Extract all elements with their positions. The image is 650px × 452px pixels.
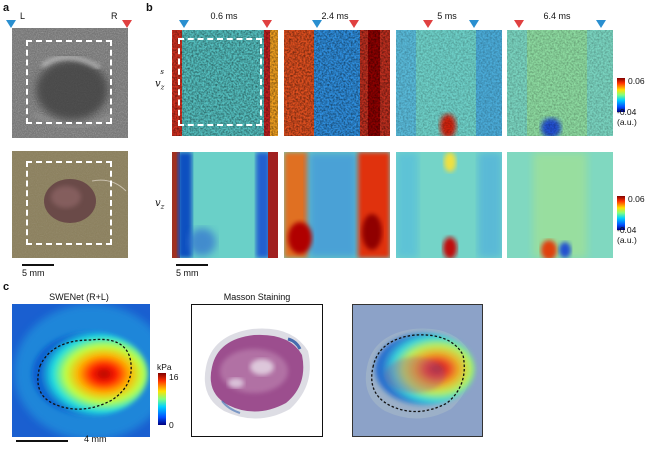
time-label-0: 0.6 ms [210,11,238,21]
time-label-3: 6.4 ms [543,11,571,21]
colorbar-kpa [158,373,166,425]
push-marker-red [349,20,359,28]
time-label-1: 2.4 ms [321,11,349,21]
panel-letter-a: a [3,2,10,14]
scalebar-b [176,264,208,266]
colorbar-vzs-max: 0.06 [628,76,645,86]
colorbar-kpa-min: 0 [169,420,174,430]
scalebar-b-label: 5 mm [176,268,199,278]
colorbar-vzs-min: -0.04 [617,107,637,117]
push-marker-red [514,20,524,28]
marker-left-triangle [6,20,16,28]
masson-staining-image [191,304,323,437]
wave-map-vz-1 [284,152,390,258]
colorbar-vz-unit: (a.u.) [617,235,637,245]
marker-right-triangle [122,20,132,28]
panel-letter-c: c [3,281,10,293]
ultrasound-image [12,28,128,138]
wave-map-vz-3 [507,152,613,258]
push-marker-blue [596,20,606,28]
colorbar-kpa-unit: kPa [157,362,172,372]
push-marker-red [423,20,433,28]
colorbar-vzs-unit: (a.u.) [617,117,637,127]
wave-map-vzs-0 [172,30,278,136]
push-marker-blue [179,20,189,28]
scalebar-c-label: 4 mm [84,434,107,444]
scalebar-a-label: 5 mm [22,268,45,278]
wave-map-vzs-2 [396,30,502,136]
colorbar-kpa-max: 16 [169,372,179,382]
wave-map-vzs-3 [507,30,613,136]
row-label-vzs: vzs [155,68,165,92]
push-marker-red [262,20,272,28]
colorbar-vz-max: 0.06 [628,194,645,204]
title-masson: Masson Staining [223,292,291,302]
wave-map-vz-2 [396,152,502,258]
swenet-elasticity-map [12,304,150,437]
colorbar-vz [617,196,625,230]
colorbar-vz-min: -0.04 [617,225,637,235]
marker-left-label: L [20,11,26,21]
roi-box [26,161,112,245]
title-swenet: SWENet (R+L) [49,292,109,302]
roi-box [26,40,112,124]
push-marker-blue [312,20,322,28]
scalebar-c [16,440,68,442]
colorbar-vzs [617,78,625,112]
marker-right-label: R [111,11,118,21]
wave-map-vz-0 [172,152,278,258]
roi-box [178,38,262,126]
time-label-2: 5 ms [437,11,457,21]
overlay-image [352,304,483,437]
push-marker-blue [469,20,479,28]
panel-letter-b: b [146,2,153,14]
tissue-photo [12,151,128,258]
scalebar-a [22,264,54,266]
row-label-vz: vz [155,198,165,211]
wave-map-vzs-1 [284,30,390,136]
